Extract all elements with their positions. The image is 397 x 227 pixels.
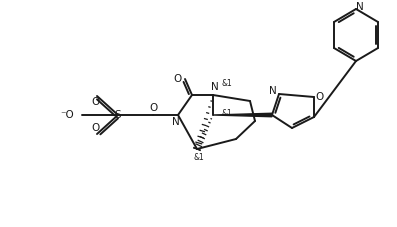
Text: O: O [150, 103, 158, 113]
Text: N: N [211, 82, 219, 92]
Text: O: O [92, 97, 100, 107]
Text: N: N [172, 117, 180, 127]
Text: O: O [316, 92, 324, 102]
Text: &1: &1 [222, 109, 232, 118]
Text: &1: &1 [222, 79, 232, 87]
Text: &1: &1 [194, 153, 204, 163]
Text: S: S [115, 110, 121, 120]
Text: ⁻O: ⁻O [60, 110, 74, 120]
Polygon shape [213, 113, 272, 117]
Text: N: N [269, 86, 277, 96]
Text: N: N [356, 2, 364, 12]
Text: O: O [92, 123, 100, 133]
Text: O: O [174, 74, 182, 84]
